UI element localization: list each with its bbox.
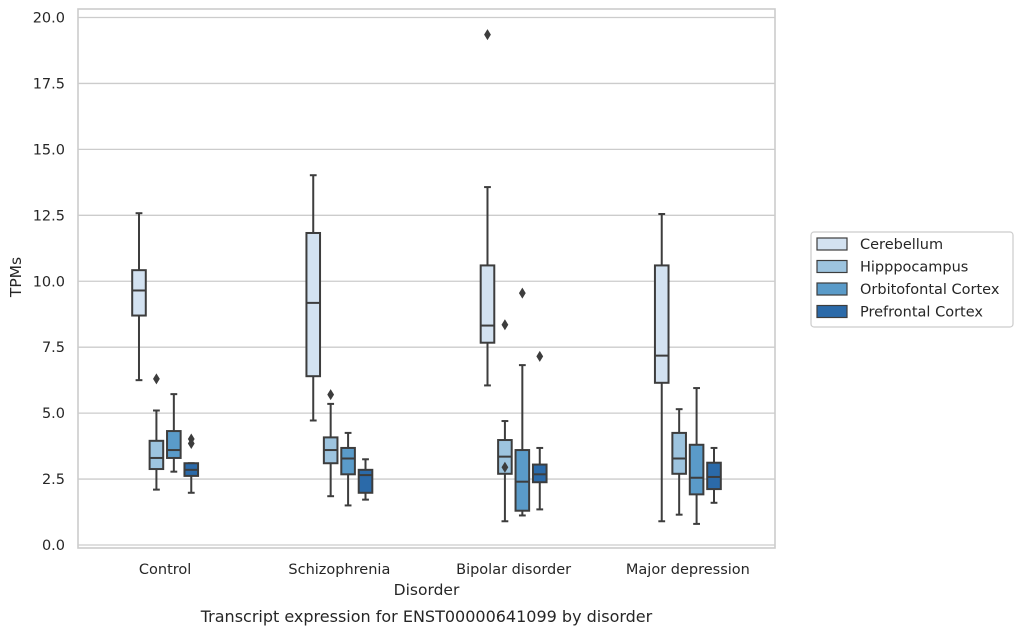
y-tick-label: 12.5 bbox=[33, 208, 65, 224]
box-0-3 bbox=[183, 433, 200, 494]
box-body bbox=[479, 264, 496, 344]
box-1-0 bbox=[305, 174, 322, 422]
outlier-point bbox=[153, 373, 160, 385]
legend-frame bbox=[810, 231, 1014, 328]
outlier-point bbox=[501, 319, 509, 331]
x-axis-ticks: Control Schizophrenia Bipolar disorder Majo… bbox=[139, 562, 750, 578]
outlier-point bbox=[536, 350, 544, 362]
box-0-1 bbox=[148, 373, 165, 491]
box-1-2 bbox=[340, 431, 356, 507]
box-body bbox=[357, 468, 374, 494]
box-2-1 bbox=[497, 319, 513, 523]
chart-title: Transcript expression for ENST0000064109… bbox=[200, 607, 653, 626]
box-body bbox=[688, 443, 705, 496]
legend-label: Cerebellum bbox=[860, 237, 943, 253]
box-0-0 bbox=[131, 212, 147, 382]
box-2-3 bbox=[531, 350, 548, 511]
y-tick-label: 20.0 bbox=[33, 11, 65, 27]
legend-swatch bbox=[816, 304, 848, 319]
box-0-2 bbox=[166, 393, 182, 473]
box-body bbox=[340, 446, 356, 476]
outlier-point bbox=[518, 287, 526, 299]
box-3-1 bbox=[671, 408, 687, 516]
legend: Cerebellum Hipppocampus Orbitofontal Corte… bbox=[810, 231, 1014, 328]
boxes bbox=[131, 29, 722, 525]
x-tick-label: Schizophrenia bbox=[288, 562, 390, 578]
y-tick-label: 0.0 bbox=[42, 538, 65, 554]
box-body bbox=[166, 430, 182, 459]
box-body bbox=[148, 439, 165, 471]
box-2-0 bbox=[479, 29, 496, 387]
gridlines bbox=[78, 16, 775, 546]
box-body bbox=[706, 461, 722, 491]
y-tick-label: 10.0 bbox=[33, 274, 65, 290]
y-tick-label: 15.0 bbox=[33, 142, 65, 158]
box-3-3 bbox=[706, 446, 722, 504]
box-body bbox=[671, 431, 687, 475]
box-body bbox=[305, 231, 322, 378]
outlier-point bbox=[484, 29, 491, 41]
legend-swatch bbox=[816, 237, 848, 251]
box-3-0 bbox=[653, 212, 670, 523]
x-tick-label: Bipolar disorder bbox=[456, 562, 571, 578]
box-body bbox=[131, 269, 147, 317]
y-tick-label: 2.5 bbox=[42, 472, 65, 488]
y-tick-label: 5.0 bbox=[42, 406, 65, 422]
plot-area bbox=[77, 8, 776, 549]
box-1-1 bbox=[322, 389, 339, 498]
outlier-point bbox=[327, 389, 335, 401]
y-tick-label: 7.5 bbox=[42, 340, 65, 356]
y-axis-title: TPMs bbox=[7, 257, 25, 298]
box-1-3 bbox=[357, 458, 374, 501]
x-axis-title: Disorder bbox=[394, 581, 460, 599]
outlier-point bbox=[187, 433, 195, 445]
x-tick-label: Control bbox=[139, 562, 191, 578]
legend-label: Hipppocampus bbox=[860, 260, 968, 276]
legend-label: Orbitofontal Cortex bbox=[860, 282, 1000, 298]
y-axis-ticks: 0.0 2.5 5.0 7.5 10.0 12.5 15.0 17.5 20.0 bbox=[33, 11, 65, 555]
legend-swatch bbox=[816, 282, 848, 296]
x-tick-label: Major depression bbox=[626, 562, 750, 578]
legend-swatch bbox=[816, 259, 848, 274]
y-tick-label: 17.5 bbox=[33, 76, 65, 92]
box-body bbox=[653, 264, 670, 384]
box-2-2 bbox=[514, 287, 531, 517]
box-3-2 bbox=[688, 387, 705, 525]
legend-label: Prefrontal Cortex bbox=[860, 305, 983, 321]
box-body bbox=[514, 449, 531, 512]
outlier-point bbox=[501, 461, 509, 473]
